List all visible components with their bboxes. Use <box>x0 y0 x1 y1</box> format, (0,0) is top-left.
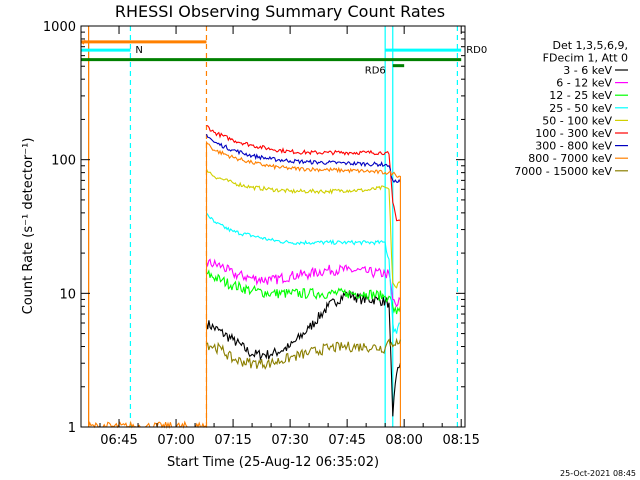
series-line-3 <box>206 212 401 334</box>
series-line-5 <box>206 124 401 222</box>
series-line-2 <box>206 269 401 315</box>
y-axis-label: Count Rate (s⁻¹ detector⁻¹) <box>21 138 36 315</box>
y-tick-label-3: 1000 <box>43 20 76 35</box>
plot-frame <box>80 25 466 428</box>
series-line-1 <box>205 258 401 308</box>
series-line-0 <box>205 290 401 417</box>
series-line-4 <box>205 168 401 289</box>
x-tick-label-6: 08:15 <box>442 433 479 448</box>
chart-title: RHESSI Observing Summary Count Rates <box>115 2 445 21</box>
x-tick-label-0: 06:45 <box>100 433 137 448</box>
legend-label-7: 800 - 7000 keV <box>528 152 612 165</box>
legend-label-1: 6 - 12 keV <box>556 77 612 90</box>
y-tick-label-0: 1 <box>68 421 76 436</box>
x-tick-label-2: 07:15 <box>214 433 251 448</box>
legend-label-2: 12 - 25 keV <box>549 89 612 102</box>
y-tick-label-1: 10 <box>59 287 76 302</box>
legend-label-6: 300 - 800 keV <box>535 140 612 153</box>
series-line-8 <box>206 337 401 370</box>
annotation-label-2: RD6 <box>365 66 386 77</box>
legend: Det 1,3,5,6,9,FDecim 1, Att 03 - 6 keV6 … <box>514 39 628 178</box>
x-axis-label: Start Time (25-Aug-12 06:35:02) <box>167 455 379 470</box>
y-ticks: 1 10 100 1000 <box>43 20 465 436</box>
legend-label-8: 7000 - 15000 keV <box>514 165 612 178</box>
legend-header-1: FDecim 1, Att 0 <box>543 52 628 65</box>
x-ticks: 06:45 07:00 07:15 07:30 07:45 08:00 08:15 <box>99 26 480 448</box>
annotation-label-1: RD0 <box>466 45 487 56</box>
annotation-label-0: N <box>135 45 142 56</box>
x-tick-label-3: 07:30 <box>271 433 308 448</box>
annotation-bars: N RD0 RD6 <box>81 40 487 77</box>
x-tick-label-5: 08:00 <box>385 433 422 448</box>
legend-label-4: 50 - 100 keV <box>542 114 612 127</box>
x-tick-label-4: 07:45 <box>328 433 365 448</box>
generation-timestamp: 25-Oct-2021 08:45 <box>560 469 636 478</box>
y-tick-label-2: 100 <box>51 154 76 169</box>
x-tick-label-1: 07:00 <box>157 433 194 448</box>
legend-label-0: 3 - 6 keV <box>563 64 612 77</box>
legend-label-5: 100 - 300 keV <box>535 127 612 140</box>
legend-label-3: 25 - 50 keV <box>549 102 612 115</box>
series-line-6 <box>205 134 401 184</box>
legend-header-0: Det 1,3,5,6,9, <box>552 39 628 52</box>
